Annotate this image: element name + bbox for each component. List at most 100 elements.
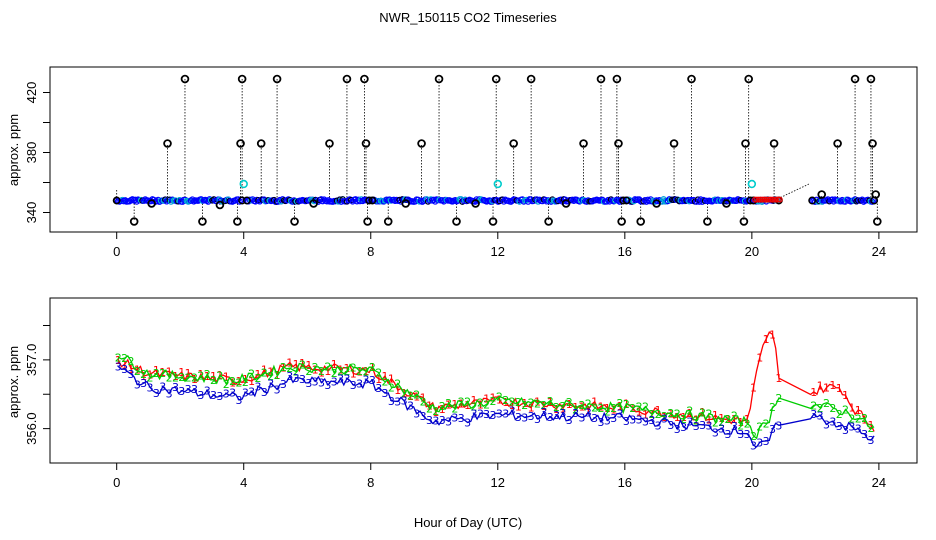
series-1-marker: 1	[464, 399, 471, 412]
series-1-marker: 1	[210, 370, 217, 383]
raw-point-cyan	[523, 196, 530, 204]
series-1-marker: 1	[496, 393, 503, 406]
series-2-marker: 2	[502, 394, 509, 407]
series-3-marker: 3	[534, 413, 541, 426]
series-3-marker: 3	[216, 390, 223, 403]
series-1-marker: 1	[445, 398, 452, 411]
average-y-axis-label: approx. ppm	[6, 346, 21, 418]
raw-point	[678, 197, 686, 205]
series-3-marker: 3	[718, 422, 725, 435]
series-3-marker: 3	[242, 386, 249, 399]
series-2-marker: 2	[655, 408, 662, 421]
avg-y-tick-label-356.0: 356.0	[24, 412, 39, 445]
series-3-marker: 3	[140, 377, 147, 390]
series-2-marker: 2	[661, 410, 668, 423]
series-2-marker: 2	[585, 398, 592, 411]
series-3-marker: 3	[502, 407, 509, 420]
series-3-marker: 3	[350, 379, 357, 392]
series-3-marker: 3	[817, 409, 824, 422]
series-1-marker: 1	[242, 373, 249, 386]
series-1-marker: 1	[413, 390, 420, 403]
series-3-marker: 3	[623, 415, 630, 428]
series-3-marker: 3	[674, 423, 681, 436]
series-3-marker: 3	[318, 377, 325, 390]
series-2-marker: 2	[842, 404, 849, 417]
series-3-marker: 3	[274, 383, 281, 396]
series-2-marker: 2	[756, 420, 763, 433]
series-1-marker: 1	[477, 398, 484, 411]
series-1-marker: 1	[731, 413, 738, 426]
series-3-marker: 3	[496, 408, 503, 421]
raw-panel: 0 4 8 12 16 20 24 340 380 420 approx. ppm	[6, 66, 918, 259]
series-3-marker: 3	[153, 387, 160, 400]
series-2-marker: 2	[407, 390, 414, 403]
series-1-marker: 1	[763, 333, 770, 346]
raw-point-red	[755, 196, 762, 203]
series-2-marker: 2	[140, 368, 147, 381]
series-1-marker: 1	[712, 409, 719, 422]
raw-spike-point-21	[434, 74, 444, 84]
raw-point-red	[761, 196, 768, 203]
raw-spike-point-16	[361, 139, 371, 148]
raw-x-tick-label-24: 24	[872, 244, 886, 259]
series-1-marker: 1	[686, 407, 693, 420]
raw-spike-point-35	[636, 217, 646, 226]
series-3-marker: 3	[382, 387, 389, 400]
series-1-marker: 1	[528, 402, 535, 415]
series-3-marker: 3	[855, 422, 862, 435]
series-3-marker: 3	[210, 389, 217, 402]
series-2-marker: 2	[185, 371, 192, 384]
series-3-marker: 3	[861, 428, 868, 441]
series-3-marker: 3	[255, 381, 262, 394]
raw-spike-point-40	[722, 199, 731, 208]
raw-point-red	[776, 196, 783, 203]
series-3-marker: 3	[458, 412, 465, 425]
series-2-marker: 2	[680, 413, 687, 426]
series-3-marker: 3	[299, 373, 306, 386]
series-3-marker: 3	[147, 381, 154, 394]
series-3-marker: 3	[750, 439, 757, 452]
series-1-marker: 1	[705, 413, 712, 426]
raw-point	[714, 196, 722, 203]
raw-spike-point-6	[233, 217, 242, 226]
raw-point	[604, 196, 612, 204]
series-1-marker: 1	[153, 364, 160, 377]
series-2-marker: 2	[836, 408, 843, 421]
series-2-marker: 2	[534, 397, 541, 410]
series-1-marker: 1	[420, 392, 427, 405]
raw-spike-point-48	[866, 74, 876, 84]
series-1-marker: 1	[324, 365, 331, 378]
series-2-marker: 2	[331, 367, 338, 380]
series-3-marker: 3	[769, 423, 776, 436]
series-3-marker: 3	[528, 410, 535, 423]
series-1-marker: 1	[470, 394, 477, 407]
series-1-marker: 1	[223, 371, 230, 384]
series-3-marker: 3	[185, 383, 192, 396]
series-3-marker: 3	[172, 381, 179, 394]
raw-spike-point-42	[741, 139, 750, 148]
series-1-marker: 1	[515, 401, 522, 414]
series-1-marker: 1	[585, 404, 592, 417]
series-1-marker: 1	[661, 411, 668, 424]
raw-point-red	[752, 196, 759, 203]
average-plot-frame	[49, 297, 918, 464]
raw-cyan-point-1	[493, 179, 502, 189]
series-3-marker: 3	[413, 408, 420, 421]
series-2-marker: 2	[636, 400, 643, 413]
series-3-marker: 3	[591, 412, 598, 425]
series-3-marker: 3	[598, 416, 605, 429]
raw-y-tick-label-340: 340	[24, 202, 39, 224]
series-3-marker: 3	[642, 416, 649, 429]
raw-x-tick-label-16: 16	[618, 244, 632, 259]
avg-x-tick-label-8: 8	[367, 475, 374, 490]
raw-point-red	[753, 196, 760, 203]
raw-spike-point-29	[561, 199, 571, 208]
raw-point-red	[769, 196, 776, 203]
series-1-marker: 1	[769, 328, 776, 341]
series-2-marker: 2	[166, 371, 173, 384]
raw-cyan-point-2	[747, 179, 757, 189]
series-3-marker: 3	[369, 374, 376, 387]
raw-x-tick-label-4: 4	[240, 244, 247, 259]
series-3-marker: 3	[166, 388, 173, 401]
raw-point-cyan	[535, 198, 542, 205]
